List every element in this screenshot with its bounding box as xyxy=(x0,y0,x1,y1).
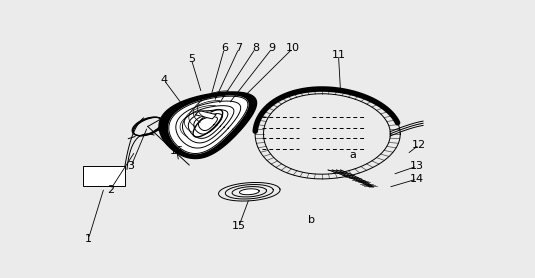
Text: 1: 1 xyxy=(85,234,92,244)
Text: a: a xyxy=(349,150,356,160)
Text: 9: 9 xyxy=(269,43,276,53)
Text: 8: 8 xyxy=(252,43,259,53)
Text: 2: 2 xyxy=(107,185,114,195)
Polygon shape xyxy=(169,96,248,153)
Text: b: b xyxy=(308,215,315,225)
Text: 11: 11 xyxy=(332,50,346,60)
Polygon shape xyxy=(240,189,259,195)
Text: 4: 4 xyxy=(160,75,168,85)
Text: 3: 3 xyxy=(128,161,135,171)
Text: 13: 13 xyxy=(410,161,424,171)
Polygon shape xyxy=(195,111,216,119)
Text: 16: 16 xyxy=(170,146,184,156)
Text: 7: 7 xyxy=(235,43,242,53)
Text: 12: 12 xyxy=(412,140,426,150)
Text: 5: 5 xyxy=(188,54,195,64)
Text: 10: 10 xyxy=(286,43,300,53)
Polygon shape xyxy=(159,92,257,158)
Text: 14: 14 xyxy=(410,174,424,184)
Text: 15: 15 xyxy=(232,221,246,231)
Text: 6: 6 xyxy=(221,43,228,53)
Bar xyxy=(83,166,125,187)
